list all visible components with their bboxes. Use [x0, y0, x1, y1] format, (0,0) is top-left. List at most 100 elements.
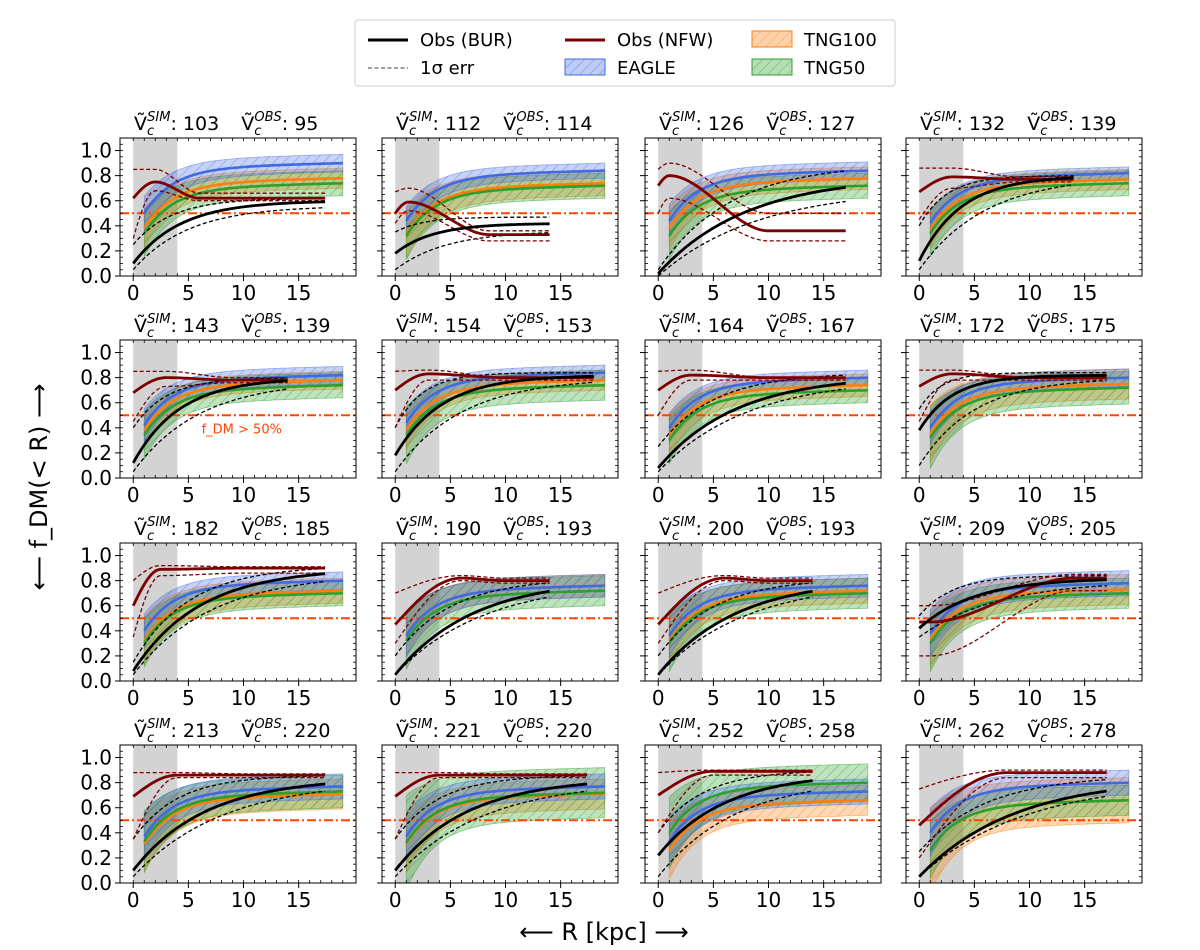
- plot-area: [120, 745, 356, 883]
- obs-bur-line: [394, 589, 550, 676]
- tng100-median-line: [668, 176, 868, 230]
- obs-bur-err-upper: [657, 170, 846, 271]
- y-tick-label: 0.6: [80, 796, 112, 820]
- panel-title: ṼcSIM: 213 ṼcOBS: 220: [134, 717, 330, 746]
- v-value: : 193: [807, 518, 856, 540]
- x-tick-label: 15: [286, 888, 311, 912]
- y-tick-label: 0.4: [80, 214, 112, 238]
- x-tick-label: 0: [652, 483, 665, 507]
- panel-title: ṼcSIM: 190 ṼcOBS: 193: [396, 515, 592, 544]
- v-subscript: c: [672, 529, 679, 544]
- plot-area: [906, 745, 1142, 883]
- v-superscript: SIM: [409, 515, 432, 530]
- tng50-median-line: [405, 589, 605, 642]
- v-value: : 114: [544, 113, 593, 135]
- y-tick-label: 0.2: [80, 441, 112, 465]
- v-symbol: Ṽ: [503, 313, 516, 337]
- legend-label-obs_bur: Obs (BUR): [420, 30, 513, 51]
- plot-area: [906, 340, 1142, 478]
- panel-title: ṼcSIM: 126 ṼcOBS: 127: [659, 110, 855, 139]
- obs-bur-err-upper: [394, 372, 594, 429]
- eagle-median-line: [668, 790, 868, 843]
- v-subscript: c: [933, 326, 940, 341]
- x-tick-label: 15: [811, 281, 836, 305]
- y-tick-label: 0.0: [80, 466, 112, 490]
- v-value: : 200: [695, 518, 744, 540]
- legend-entry-tng100: TNG100: [751, 30, 877, 51]
- obs-nfw-err-upper: [394, 187, 550, 232]
- v-value: : 95: [282, 113, 319, 135]
- y-tick-label: 0.4: [80, 821, 112, 845]
- tng50-median-line: [143, 790, 343, 843]
- x-tick-label: 5: [182, 888, 195, 912]
- v-subscript: c: [409, 124, 416, 139]
- x-tick-label: 10: [1017, 888, 1042, 912]
- v-value: : 262: [956, 720, 1005, 742]
- panel-title: ṼcSIM: 200 ṼcOBS: 193: [659, 515, 855, 544]
- obs-bur-line: [657, 185, 846, 275]
- obs-nfw-err-lower: [657, 774, 813, 834]
- v-value: : 185: [282, 518, 331, 540]
- legend-label-obs_nfw: Obs (NFW): [617, 30, 713, 51]
- plot-area: [120, 340, 356, 478]
- v-subscript: c: [254, 326, 261, 341]
- obs-nfw-line: [918, 771, 1107, 827]
- x-tick-label: 5: [968, 888, 981, 912]
- v-superscript: SIM: [147, 312, 170, 327]
- panel-title: ṼcSIM: 172 ṼcOBS: 175: [920, 312, 1116, 341]
- tng50-median-line: [143, 383, 343, 437]
- v-symbol: Ṽ: [1027, 111, 1040, 135]
- tng100-median-line: [929, 382, 1129, 435]
- x-tick-label: 10: [493, 686, 518, 710]
- v-superscript: OBS: [516, 110, 543, 125]
- x-tick-label: 0: [652, 888, 665, 912]
- v-symbol: Ṽ: [659, 516, 672, 540]
- eagle-median-line: [668, 584, 868, 637]
- x-tick-label: 0: [913, 281, 926, 305]
- v-value: : 127: [807, 113, 856, 135]
- v-value: : 112: [432, 113, 481, 135]
- legend-label-err: 1σ err: [420, 58, 475, 79]
- v-subscript: c: [409, 731, 416, 746]
- x-tick-label: 0: [389, 281, 402, 305]
- obs-bur-err-upper: [394, 775, 588, 840]
- obs-bur-err-lower: [657, 388, 846, 473]
- obs-nfw-line: [132, 773, 326, 798]
- legend-entry-err: 1σ err: [368, 58, 475, 79]
- tng50-median-line: [668, 184, 868, 237]
- v-symbol: Ṽ: [134, 111, 147, 135]
- v-superscript: OBS: [779, 515, 806, 530]
- eagle-median-line: [405, 169, 605, 222]
- eagle-band-hatch: [406, 574, 605, 658]
- x-axis-title: ⟵ R [kpc] ⟶: [519, 918, 688, 946]
- v-superscript: SIM: [147, 110, 170, 125]
- v-value: : 220: [282, 720, 331, 742]
- x-tick-label: 0: [127, 686, 140, 710]
- tng100-median-line: [143, 176, 343, 230]
- v-value: : 167: [807, 315, 856, 337]
- v-symbol: Ṽ: [241, 313, 254, 337]
- x-tick-label: 0: [652, 686, 665, 710]
- obs-nfw-err-upper: [657, 162, 846, 214]
- v-value: : 126: [695, 113, 744, 135]
- v-symbol: Ṽ: [241, 111, 254, 135]
- v-value: : 132: [956, 113, 1005, 135]
- obs-bur-err-lower: [394, 596, 550, 676]
- y-axis-title: ⟵ f_DM(< R) ⟶: [25, 384, 53, 591]
- v-subscript: c: [254, 529, 261, 544]
- obs-nfw-err-lower: [657, 197, 846, 242]
- x-tick-label: 10: [756, 483, 781, 507]
- v-value: : 153: [544, 315, 593, 337]
- obs-bur-line: [918, 789, 1107, 878]
- v-superscript: SIM: [147, 515, 170, 530]
- v-value: : 252: [695, 720, 744, 742]
- x-tick-label: 15: [548, 686, 573, 710]
- v-subscript: c: [1040, 731, 1047, 746]
- x-tick-label: 10: [1017, 686, 1042, 710]
- x-tick-label: 5: [707, 483, 720, 507]
- v-subscript: c: [516, 731, 523, 746]
